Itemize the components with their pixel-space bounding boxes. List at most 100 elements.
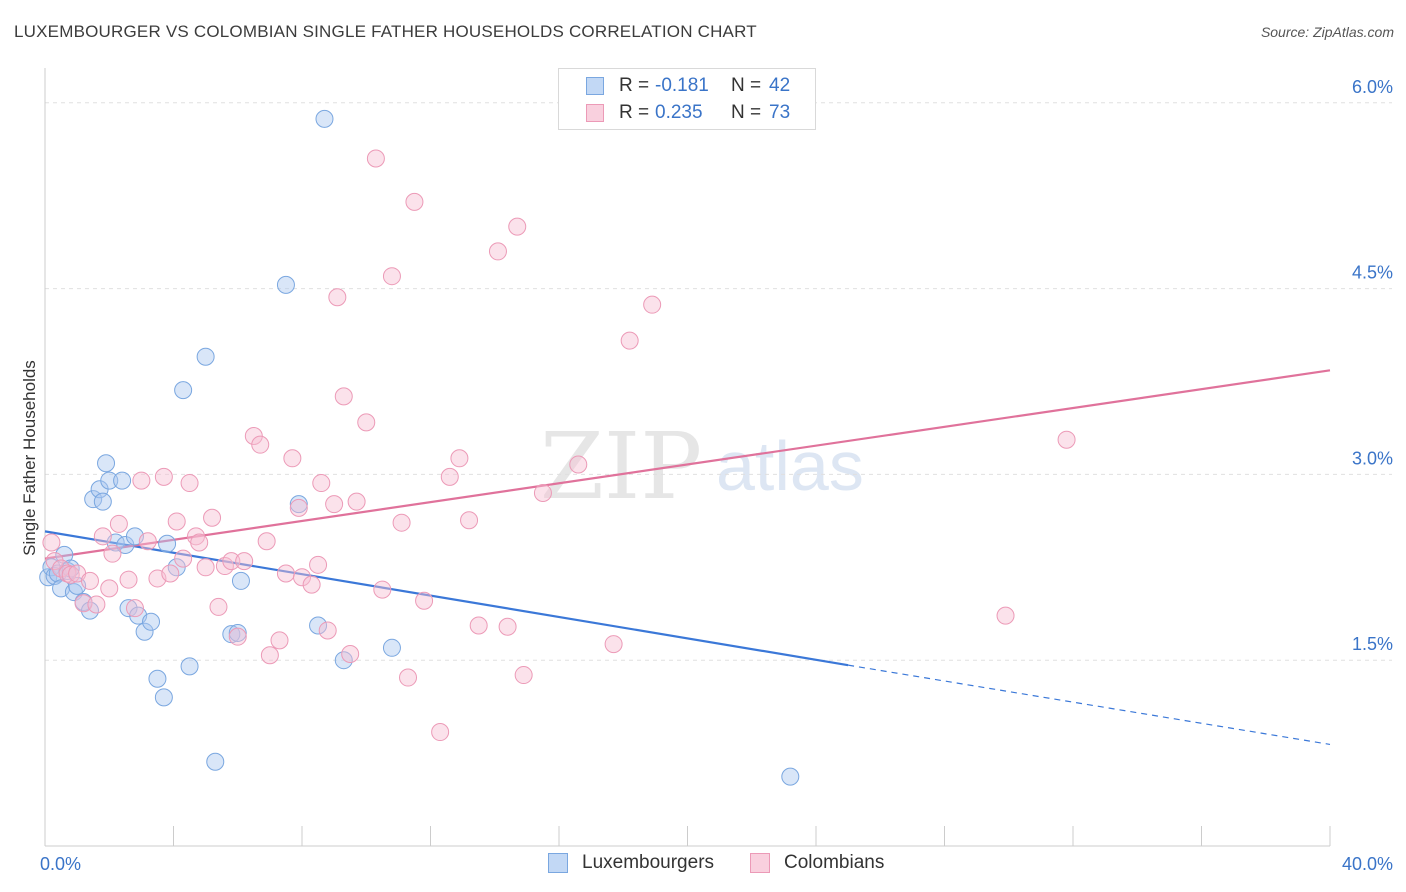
- n-value: 42: [769, 75, 791, 96]
- colombian-point: [373, 580, 392, 599]
- luxembourger-point: [158, 534, 177, 553]
- luxembourger-point: [309, 616, 328, 635]
- colombian-point: [399, 668, 418, 687]
- source-label: Source: ZipAtlas.com: [1260, 24, 1394, 40]
- luxembourger-point: [180, 657, 199, 676]
- colombian-point: [302, 575, 321, 594]
- x-tick-label: 0.0%: [40, 854, 81, 874]
- n-label: N =: [731, 102, 762, 123]
- colombian-point: [341, 645, 360, 663]
- r-value: -0.181: [655, 75, 709, 96]
- luxembourger-point: [100, 471, 119, 490]
- luxembourger-point: [276, 275, 295, 294]
- colombian-point: [203, 508, 222, 527]
- luxembourger-point: [148, 669, 167, 688]
- colombian-point: [996, 606, 1015, 625]
- colombians-swatch: [586, 104, 604, 122]
- colombian-point: [190, 533, 209, 552]
- colombian-point: [325, 495, 344, 514]
- luxembourger-point: [113, 471, 132, 490]
- watermark-atlas: atlas: [716, 427, 864, 505]
- colombian-point: [161, 564, 180, 583]
- luxembourger-point: [289, 495, 308, 514]
- colombian-point: [533, 483, 552, 502]
- colombian-point: [318, 621, 337, 640]
- axes: 1.5% 3.0% 4.5% 6.0% 0.0% 40.0%: [40, 68, 1393, 874]
- luxembourger-trend-extension: [848, 664, 1331, 746]
- data-points: [39, 109, 1076, 786]
- colombian-point: [312, 474, 331, 493]
- luxembourger-point: [135, 622, 154, 641]
- y-tick-label: 4.5%: [1352, 263, 1393, 283]
- chart-title: LUXEMBOURGER VS COLOMBIAN SINGLE FATHER …: [14, 22, 757, 41]
- colombian-point: [276, 564, 295, 583]
- luxembourger-trend-line: [44, 530, 849, 667]
- luxembourgers-swatch: [586, 77, 604, 95]
- luxembourger-point: [781, 767, 800, 786]
- colombian-point: [103, 544, 122, 563]
- colombian-point: [488, 242, 507, 261]
- colombian-point: [514, 666, 533, 685]
- colombian-point: [132, 471, 151, 490]
- luxembourger-point: [315, 109, 334, 128]
- colombian-point: [415, 591, 434, 610]
- luxembourger-point: [196, 347, 215, 366]
- legend-label: Luxembourgers: [582, 852, 715, 873]
- colombian-point: [469, 616, 488, 635]
- colombian-point: [93, 527, 112, 546]
- colombian-point: [431, 723, 450, 742]
- colombian-point: [643, 295, 662, 314]
- colombian-point: [289, 498, 308, 517]
- colombian-point: [1057, 430, 1076, 449]
- colombian-point: [357, 413, 376, 432]
- colombian-point: [382, 267, 401, 286]
- colombian-point: [460, 511, 479, 530]
- colombian-point: [109, 514, 128, 533]
- colombian-point: [228, 627, 247, 646]
- luxembourger-point: [97, 454, 116, 473]
- colombian-point: [45, 552, 64, 571]
- luxembourger-point: [142, 612, 161, 631]
- luxembourger-point: [174, 381, 193, 400]
- colombian-point: [604, 635, 623, 654]
- trend-lines: [44, 369, 1331, 746]
- colombian-point: [270, 631, 289, 650]
- colombian-point: [366, 149, 385, 168]
- colombian-point: [61, 565, 80, 584]
- colombian-point: [450, 449, 469, 468]
- colombian-point: [498, 617, 517, 636]
- r-label: R =: [619, 102, 650, 123]
- colombian-trend-line: [44, 369, 1331, 560]
- luxembourger-point: [228, 623, 247, 642]
- colombian-point: [42, 533, 61, 552]
- colombian-point: [196, 558, 215, 577]
- y-tick-label: 6.0%: [1352, 77, 1393, 97]
- colombian-point: [154, 467, 173, 486]
- colombian-point: [392, 513, 411, 532]
- colombian-point: [569, 455, 588, 474]
- y-tick-label: 3.0%: [1352, 448, 1393, 468]
- luxembourger-point: [93, 492, 112, 511]
- luxembourger-point: [382, 638, 401, 657]
- colombian-point: [235, 552, 254, 571]
- luxembourger-point: [119, 599, 138, 618]
- colombian-point: [87, 595, 106, 614]
- y-axis-label: Single Father Households: [20, 360, 39, 556]
- colombian-point: [405, 192, 424, 211]
- colombian-point: [260, 646, 279, 665]
- luxembourger-point: [39, 568, 58, 587]
- colombian-point: [620, 331, 639, 350]
- colombian-point: [440, 467, 459, 486]
- r-value: 0.235: [655, 102, 703, 123]
- colombian-point: [180, 474, 199, 493]
- colombian-point: [293, 568, 311, 587]
- legend-stats: R = -0.181 N = 42 R = 0.235 N = 73: [558, 68, 816, 130]
- colombian-point: [283, 449, 302, 468]
- colombian-point: [309, 555, 328, 574]
- colombian-point: [251, 435, 270, 454]
- x-tick-label: 40.0%: [1342, 854, 1393, 874]
- colombians-swatch: [750, 853, 770, 873]
- colombian-point: [100, 579, 119, 598]
- colombian-point: [209, 597, 228, 616]
